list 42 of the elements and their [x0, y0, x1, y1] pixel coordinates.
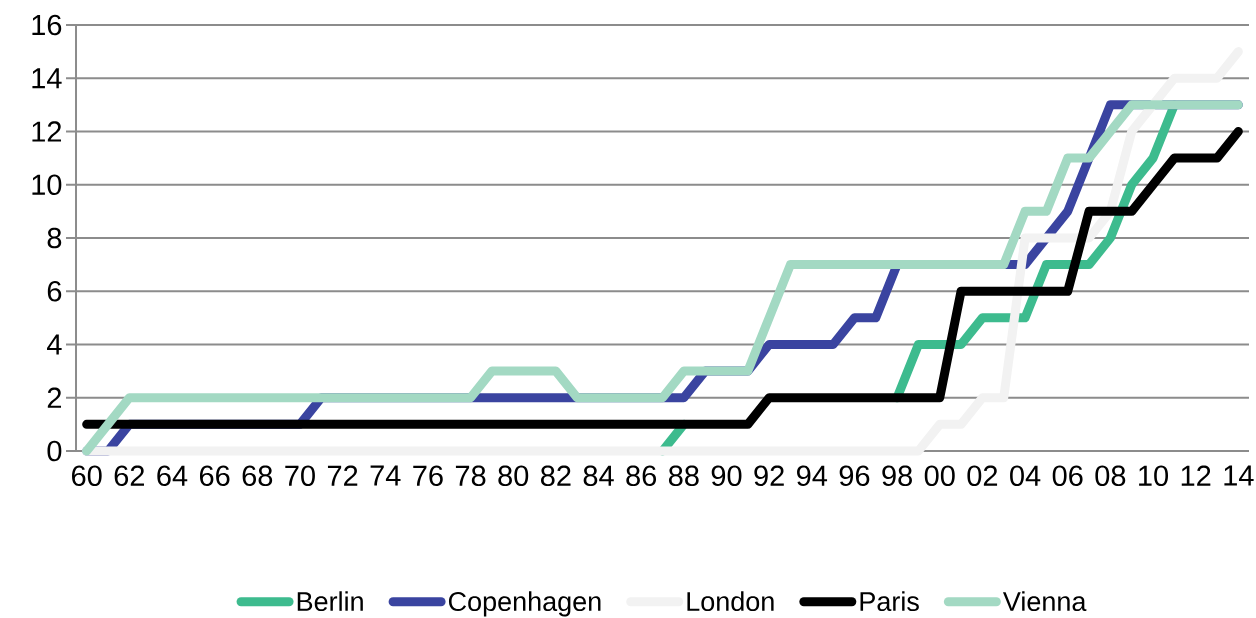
x-tick-label: 90 [711, 465, 742, 487]
y-tick-label: 0 [47, 440, 62, 462]
x-tick-label: 92 [754, 465, 784, 487]
x-tick-label: 68 [242, 465, 273, 487]
x-tick-label: 78 [455, 465, 486, 487]
x-tick-label: 00 [924, 465, 955, 487]
x-tick-label: 88 [668, 465, 699, 487]
x-tick-label: 62 [114, 465, 144, 487]
x-tick-label: 60 [72, 465, 102, 487]
x-tick-label: 72 [327, 465, 358, 486]
legend-label: Berlin [297, 591, 363, 612]
x-tick-label: 12 [1181, 465, 1211, 486]
x-tick-label: 08 [1095, 465, 1126, 487]
y-tick-label: 10 [32, 174, 62, 196]
x-tick-label: 94 [797, 465, 828, 487]
legend-label: Vienna [1002, 591, 1087, 612]
x-tick-label: 70 [285, 465, 315, 487]
legend-label: Copenhagen [448, 591, 601, 617]
y-tick-label: 4 [47, 334, 62, 355]
y-tick-label: 16 [32, 14, 62, 36]
x-tick-label: 66 [199, 465, 230, 487]
x-tick-label: 76 [413, 465, 443, 487]
x-tick-label: 98 [882, 465, 912, 487]
x-tick-label: 74 [370, 465, 401, 486]
x-tick-label: 96 [839, 465, 870, 487]
y-tick-label: 8 [47, 227, 62, 249]
x-tick-label: 80 [498, 465, 529, 487]
x-tick-label: 14 [1224, 465, 1254, 486]
x-tick-label: 82 [541, 465, 571, 487]
legend-label: Paris [860, 591, 919, 612]
legend-label: London [687, 591, 774, 612]
x-tick-label: 86 [626, 465, 657, 487]
x-tick-label: 02 [967, 465, 998, 487]
y-tick-label: 2 [47, 387, 62, 408]
x-tick-label: 64 [157, 465, 188, 487]
x-tick-label: 06 [1052, 465, 1083, 487]
y-tick-label: 6 [47, 280, 62, 302]
x-tick-label: 04 [1010, 465, 1041, 487]
x-tick-label: 10 [1139, 465, 1169, 487]
y-tick-label: 14 [32, 68, 62, 89]
y-tick-label: 12 [32, 121, 62, 142]
x-tick-label: 84 [583, 465, 614, 487]
